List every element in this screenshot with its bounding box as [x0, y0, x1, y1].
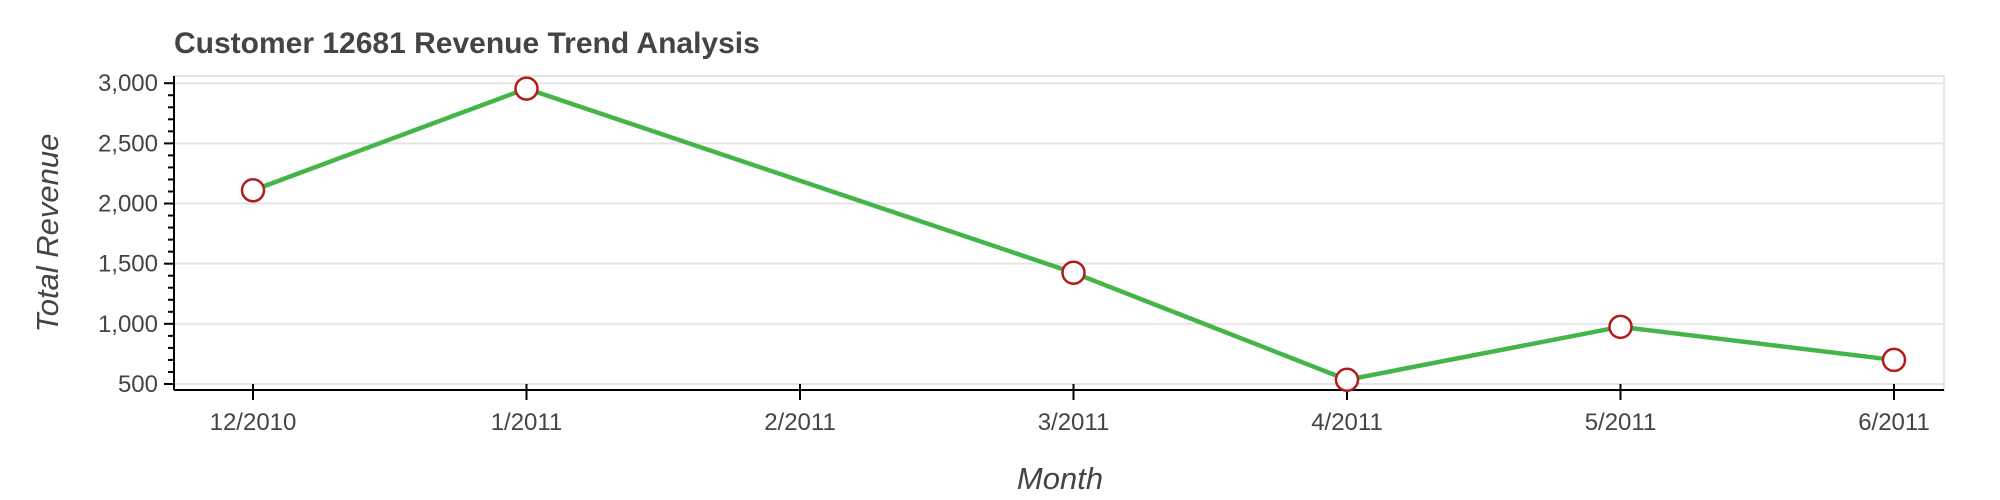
data-point-marker [1334, 367, 1360, 393]
data-point-marker [1881, 347, 1907, 373]
x-tick-label: 4/2011 [1311, 409, 1383, 436]
y-tick-label: 3,000 [98, 70, 158, 97]
x-tick-label: 2/2011 [764, 409, 836, 436]
y-tick-label: 1,000 [98, 311, 158, 338]
data-point-marker [514, 76, 539, 101]
x-tick-label: 12/2010 [210, 409, 297, 436]
x-tick-label: 6/2011 [1858, 409, 1930, 436]
x-tick-label: 5/2011 [1585, 409, 1657, 436]
y-tick-label: 2,000 [98, 191, 158, 218]
y-tick-label: 500 [118, 371, 158, 398]
series-revenue [240, 76, 1907, 393]
y-tick-label: 2,500 [98, 130, 158, 157]
data-point-marker [240, 178, 266, 203]
y-axis-ticks: 500 1,000 1,500 2,000 2,500 3,000 [98, 70, 174, 398]
revenue-series-line [252, 86, 1895, 383]
y-axis-label: Total Revenue [30, 134, 65, 333]
axes [173, 76, 1944, 391]
x-axis-label: Month [1017, 461, 1103, 496]
x-axis-ticks: 12/2010 1/2011 2/2011 3/2011 4/2011 5/2011 6/2… [210, 384, 1930, 436]
chart-title: Customer 12681 Revenue Trend Analysis [174, 27, 760, 60]
x-tick-label: 1/2011 [491, 409, 563, 436]
y-tick-label: 1,500 [98, 251, 158, 278]
data-point-marker [1061, 260, 1086, 285]
x-tick-label: 3/2011 [1038, 409, 1110, 436]
data-point-marker [1608, 314, 1633, 340]
